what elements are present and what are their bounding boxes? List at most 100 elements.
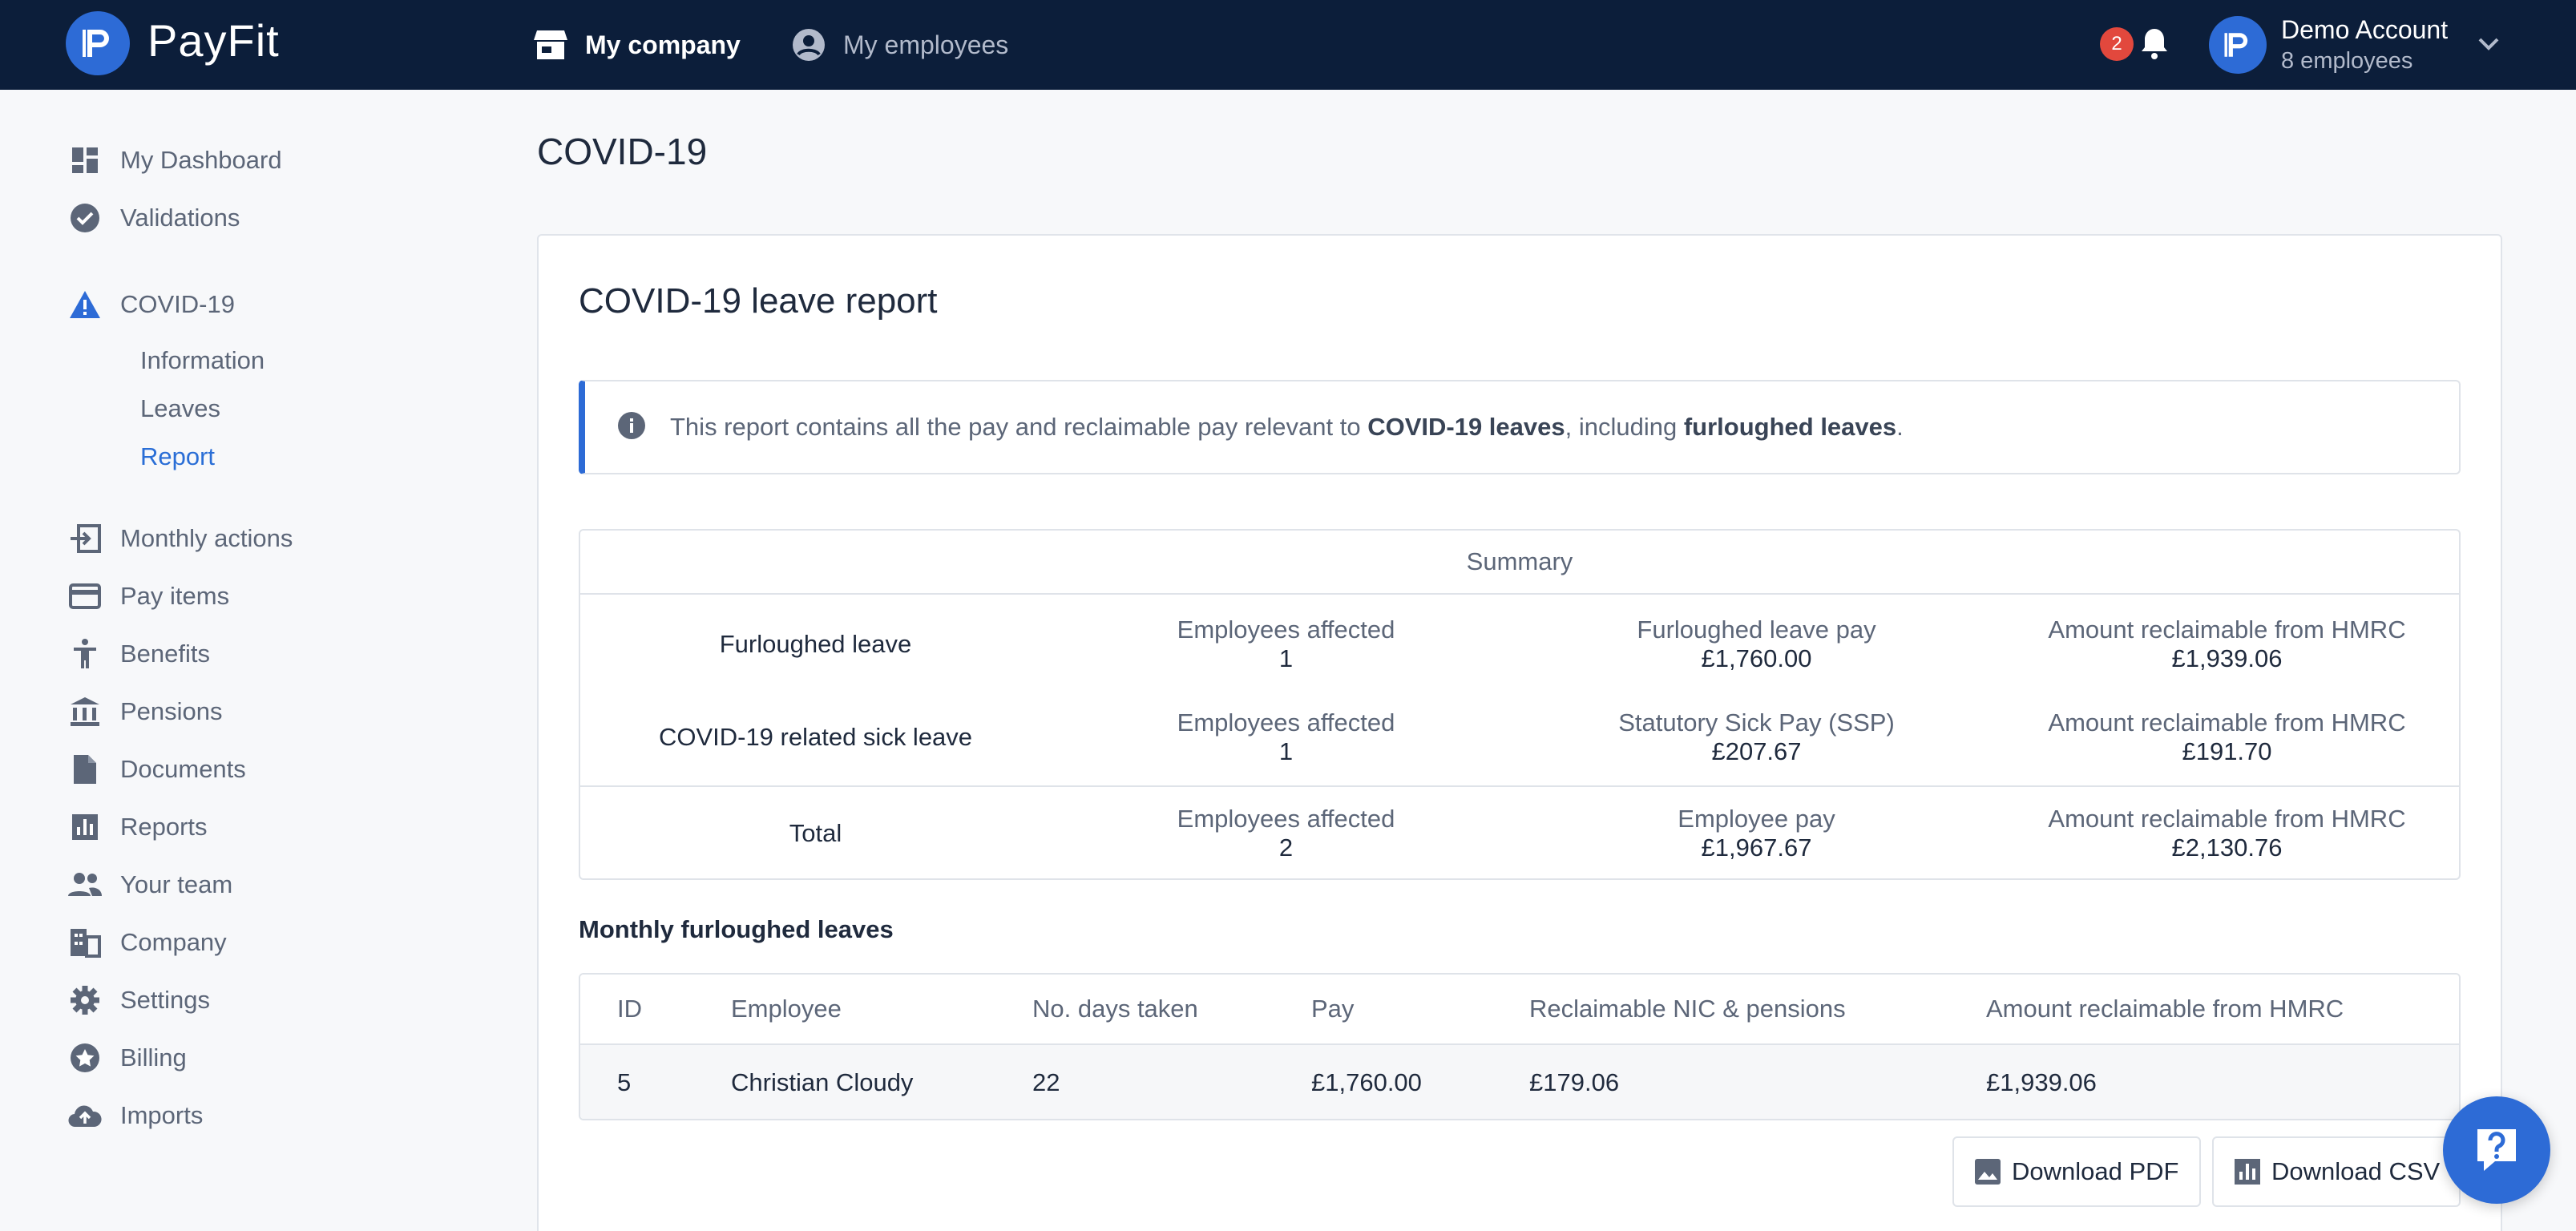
summary-cell-label: Employee pay bbox=[1678, 805, 1835, 833]
image-icon bbox=[1975, 1159, 2001, 1185]
summary-cell-value: 1 bbox=[1278, 644, 1294, 672]
credit-card-icon bbox=[67, 579, 103, 614]
column-header-employee[interactable]: Employee bbox=[731, 995, 842, 1023]
sidebar-item-monthly-actions[interactable]: Monthly actions bbox=[67, 519, 293, 558]
bar-chart-icon bbox=[2235, 1159, 2260, 1185]
info-banner: This report contains all the pay and rec… bbox=[579, 380, 2461, 474]
sidebar-item-label: Pay items bbox=[120, 582, 230, 610]
sidebar-item-reports[interactable]: Reports bbox=[67, 808, 208, 846]
download-pdf-button[interactable]: Download PDF bbox=[1952, 1136, 2201, 1207]
cell-reclaimable: £1,939.06 bbox=[1986, 1068, 2097, 1096]
sidebar-item-label: Imports bbox=[120, 1101, 204, 1129]
summary-cell: Amount reclaimable from HMRC £2,130.76 bbox=[1992, 787, 2462, 880]
info-text-bold-covid: COVID-19 leaves bbox=[1367, 413, 1565, 441]
sidebar-item-label: COVID-19 bbox=[120, 290, 235, 318]
summary-cell-label: Employees affected bbox=[1177, 805, 1395, 833]
summary-row-name: COVID-19 related sick leave bbox=[658, 723, 973, 751]
brand-name[interactable]: PayFit bbox=[147, 15, 280, 66]
document-icon bbox=[67, 752, 103, 787]
store-icon bbox=[534, 30, 567, 59]
sidebar-item-label: Company bbox=[120, 928, 227, 956]
summary-cell: Employees affected 2 bbox=[1051, 787, 1521, 880]
summary-cell-value: £1,760.00 bbox=[1701, 644, 1812, 672]
sidebar-item-settings[interactable]: Settings bbox=[67, 981, 210, 1019]
summary-cell-label: Statutory Sick Pay (SSP) bbox=[1618, 708, 1895, 737]
column-header-nic[interactable]: Reclaimable NIC & pensions bbox=[1529, 995, 1846, 1023]
monthly-section-title: Monthly furloughed leaves bbox=[579, 915, 894, 943]
account-name[interactable]: Demo Account bbox=[2281, 15, 2449, 44]
sidebar-sub-information[interactable]: Information bbox=[140, 346, 265, 374]
sidebar-item-dashboard[interactable]: My Dashboard bbox=[67, 141, 282, 180]
column-header-reclaimable[interactable]: Amount reclaimable from HMRC bbox=[1986, 995, 2344, 1023]
table-row[interactable]: 5 Christian Cloudy 22 £1,760.00 £179.06 … bbox=[580, 1045, 2459, 1119]
download-csv-button[interactable]: Download CSV bbox=[2212, 1136, 2461, 1207]
sidebar-item-your-team[interactable]: Your team bbox=[67, 866, 232, 904]
people-icon bbox=[67, 867, 103, 902]
account-circle-icon bbox=[793, 29, 825, 61]
sidebar-item-benefits[interactable]: Benefits bbox=[67, 635, 210, 673]
sidebar-item-validations[interactable]: Validations bbox=[67, 199, 240, 237]
monthly-table: ID Employee No. days taken Pay Reclaimab… bbox=[579, 973, 2461, 1120]
building-icon bbox=[67, 925, 103, 960]
download-pdf-label: Download PDF bbox=[2012, 1157, 2179, 1185]
summary-cell: Furloughed leave pay £1,760.00 bbox=[1521, 598, 1992, 691]
info-text-prefix: This report contains all the pay and rec… bbox=[670, 413, 1368, 441]
summary-cell-label: Amount reclaimable from HMRC bbox=[2048, 708, 2406, 737]
info-icon bbox=[617, 411, 646, 444]
summary-cell-label: Employees affected bbox=[1177, 708, 1395, 737]
payfit-logo-icon[interactable] bbox=[66, 11, 130, 75]
report-title: COVID-19 leave report bbox=[579, 281, 938, 321]
summary-row-name: Furloughed leave bbox=[719, 630, 912, 658]
sidebar-item-label: Documents bbox=[120, 755, 246, 783]
summary-cell-value: £191.70 bbox=[2182, 737, 2272, 765]
avatar[interactable] bbox=[2209, 16, 2267, 74]
summary-cell-label: Employees affected bbox=[1177, 616, 1395, 644]
summary-cell-value: 1 bbox=[1278, 737, 1294, 765]
info-text: This report contains all the pay and rec… bbox=[670, 413, 1904, 442]
cell-employee: Christian Cloudy bbox=[731, 1068, 914, 1096]
sidebar-item-imports[interactable]: Imports bbox=[67, 1096, 203, 1135]
bell-icon[interactable] bbox=[2138, 26, 2170, 65]
sidebar-sub-leaves[interactable]: Leaves bbox=[140, 394, 220, 422]
cell-id: 5 bbox=[617, 1068, 632, 1096]
summary-cell-value: £2,130.76 bbox=[2171, 833, 2283, 862]
account-subtitle: 8 employees bbox=[2281, 48, 2413, 74]
sidebar-item-documents[interactable]: Documents bbox=[67, 750, 246, 789]
sidebar-item-label: Pensions bbox=[120, 697, 223, 725]
warning-icon bbox=[67, 287, 103, 322]
help-button[interactable] bbox=[2443, 1096, 2550, 1204]
notification-badge[interactable]: 2 bbox=[2100, 27, 2134, 61]
nav-my-company[interactable]: My company bbox=[534, 24, 741, 66]
info-text-middle: , including bbox=[1565, 413, 1684, 441]
column-header-days[interactable]: No. days taken bbox=[1032, 995, 1198, 1023]
nav-my-employees[interactable]: My employees bbox=[792, 24, 1008, 66]
nav-my-company-label: My company bbox=[585, 30, 741, 59]
summary-cell-label: Amount reclaimable from HMRC bbox=[2048, 616, 2406, 644]
chevron-down-icon[interactable] bbox=[2475, 32, 2502, 60]
summary-cell-label: Amount reclaimable from HMRC bbox=[2048, 805, 2406, 833]
cell-nic: £179.06 bbox=[1529, 1068, 1620, 1096]
sidebar-item-covid[interactable]: COVID-19 bbox=[67, 285, 235, 324]
sidebar-sub-report[interactable]: Report bbox=[140, 442, 216, 470]
summary-cell-label: Furloughed leave pay bbox=[1637, 616, 1876, 644]
column-header-pay[interactable]: Pay bbox=[1311, 995, 1355, 1023]
sidebar-item-pensions[interactable]: Pensions bbox=[67, 692, 223, 731]
bar-chart-icon bbox=[67, 809, 103, 845]
login-arrow-icon bbox=[67, 521, 103, 556]
sidebar-item-company[interactable]: Company bbox=[67, 923, 227, 962]
check-circle-icon bbox=[67, 200, 103, 236]
top-bar: PayFit My company My employees 2 Demo Ac… bbox=[0, 0, 2576, 90]
sidebar-item-label: Reports bbox=[120, 813, 208, 841]
cloud-upload-icon bbox=[67, 1098, 103, 1133]
sidebar-item-label: Validations bbox=[120, 204, 240, 232]
nav-my-employees-label: My employees bbox=[843, 30, 1009, 59]
sidebar-item-label: Benefits bbox=[120, 640, 211, 668]
column-header-id[interactable]: ID bbox=[617, 995, 642, 1023]
info-text-bold-furloughed: furloughed leaves bbox=[1683, 413, 1897, 441]
dashboard-icon bbox=[67, 143, 103, 178]
sidebar-item-billing[interactable]: Billing bbox=[67, 1039, 187, 1077]
summary-cell-value: £1,939.06 bbox=[2171, 644, 2283, 672]
download-csv-label: Download CSV bbox=[2271, 1157, 2441, 1185]
sidebar-item-pay-items[interactable]: Pay items bbox=[67, 577, 229, 616]
summary-header: Summary bbox=[580, 531, 2459, 595]
